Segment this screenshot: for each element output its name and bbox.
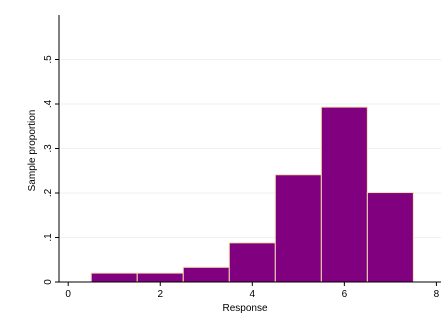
y-tick-label-3: .3 (43, 144, 54, 153)
y-axis-title: Sample proportion (27, 110, 38, 192)
x-ticks: 0 2 4 6 8 (65, 282, 440, 300)
histogram-bar-4 (228, 242, 276, 283)
y-tick-label-4: .4 (43, 99, 54, 108)
x-tick-label-3: 6 (342, 289, 348, 300)
y-tick-label-5: .5 (43, 55, 54, 64)
bars-layer (90, 106, 414, 283)
histogram-bar-1 (90, 272, 138, 283)
histogram-bar-7 (366, 192, 414, 283)
x-tick-label-1: 2 (157, 289, 163, 300)
histogram-bar-5 (274, 174, 322, 283)
y-tick-label-2: .2 (43, 188, 54, 197)
y-ticks: 0 .1 .2 .3 .4 .5 (43, 55, 59, 285)
y-tick-label-0: 0 (43, 279, 54, 285)
x-tick-label-2: 4 (250, 289, 256, 300)
x-tick-label-4: 8 (434, 289, 440, 300)
histogram-bar-2 (136, 272, 184, 283)
y-tick-label-1: .1 (43, 233, 54, 242)
histogram-bar-3 (182, 266, 230, 283)
x-tick-label-0: 0 (65, 289, 71, 300)
histogram-bar-6 (320, 106, 368, 283)
x-axis-title: Response (222, 303, 267, 314)
